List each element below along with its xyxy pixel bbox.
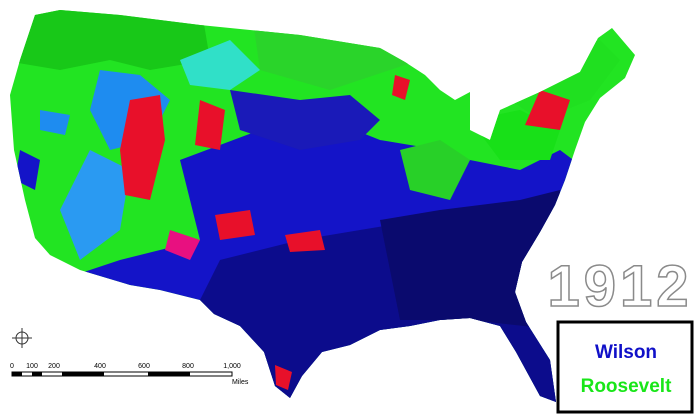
legend-entry: Roosevelt xyxy=(581,376,672,397)
scale-label: 100 xyxy=(26,363,38,370)
legend-box xyxy=(556,320,694,414)
scale-label: 200 xyxy=(48,363,60,370)
compass xyxy=(12,328,32,348)
scale-label: 800 xyxy=(182,363,194,370)
year: 1912 xyxy=(547,254,692,319)
scale-label: 1,000 xyxy=(223,363,241,370)
scale-unit: Miles xyxy=(232,379,249,386)
scale-label: 0 xyxy=(10,363,14,370)
scale-label: 400 xyxy=(94,363,106,370)
legend: Wilson Roosevelt xyxy=(556,320,694,414)
legend-entry: Wilson xyxy=(595,342,657,363)
scale-label: 600 xyxy=(138,363,150,370)
scale-bar: 0 100 200 400 600 800 1,000 Miles xyxy=(10,363,249,386)
